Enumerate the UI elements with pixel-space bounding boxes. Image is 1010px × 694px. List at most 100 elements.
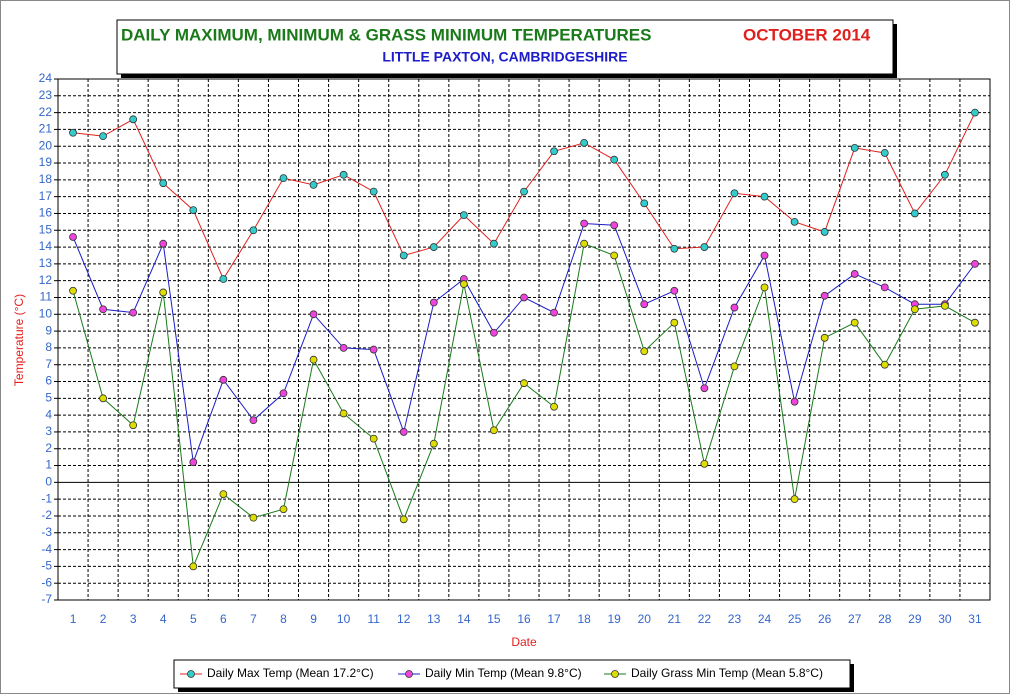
data-point xyxy=(520,187,528,196)
y-tick-label: 23 xyxy=(39,88,53,102)
data-point xyxy=(760,283,769,292)
x-tick-label: 26 xyxy=(818,612,832,626)
y-tick-label: -5 xyxy=(41,559,52,573)
data-point xyxy=(730,362,739,371)
data-point xyxy=(580,239,589,248)
x-tick-label: 5 xyxy=(190,612,197,626)
data-point xyxy=(369,187,378,196)
data-point xyxy=(159,239,168,248)
y-tick-label: 4 xyxy=(45,407,52,421)
legend-marker xyxy=(187,670,195,678)
data-point xyxy=(640,347,649,356)
chart-subtitle: LITTLE PAXTON, CAMBRIDGESHIRE xyxy=(382,49,627,65)
data-point xyxy=(820,333,829,342)
x-tick-label: 2 xyxy=(100,612,107,626)
x-tick-label: 20 xyxy=(638,612,652,626)
x-tick-label: 10 xyxy=(337,612,351,626)
data-point xyxy=(129,115,138,124)
x-tick-label: 25 xyxy=(788,612,802,626)
data-point xyxy=(820,228,829,236)
y-tick-label: -3 xyxy=(41,525,52,539)
legend-box xyxy=(173,659,851,689)
y-tick-label: 19 xyxy=(39,155,53,169)
data-point xyxy=(369,434,378,443)
y-tick-label: 8 xyxy=(45,340,52,354)
data-point xyxy=(279,174,288,183)
data-point xyxy=(700,459,709,468)
y-tick-label: -7 xyxy=(41,592,52,606)
y-tick-label: 3 xyxy=(45,424,52,438)
x-tick-label: 22 xyxy=(698,612,712,626)
data-point xyxy=(219,490,228,499)
data-point xyxy=(249,416,258,425)
data-point xyxy=(279,505,288,514)
data-point xyxy=(129,308,138,317)
data-point xyxy=(670,318,679,327)
x-tick-label: 3 xyxy=(130,612,137,626)
x-tick-label: 13 xyxy=(427,612,441,626)
data-point xyxy=(610,221,619,230)
x-tick-label: 27 xyxy=(848,612,862,626)
data-point xyxy=(399,251,408,260)
data-point xyxy=(459,211,468,220)
data-point xyxy=(490,328,498,337)
x-tick-label: 21 xyxy=(668,612,682,626)
y-tick-label: 22 xyxy=(39,105,53,119)
x-tick-label: 23 xyxy=(728,612,742,626)
x-tick-label: 14 xyxy=(457,612,471,626)
data-point xyxy=(189,458,198,467)
data-point xyxy=(670,244,679,253)
data-point xyxy=(99,132,107,141)
y-tick-label: 15 xyxy=(39,222,53,236)
y-tick-label: 0 xyxy=(45,475,52,489)
y-tick-label: 1 xyxy=(45,458,52,472)
x-tick-label: 31 xyxy=(968,612,982,626)
x-tick-label: 7 xyxy=(250,612,257,626)
data-point xyxy=(159,288,168,297)
data-point xyxy=(880,149,889,157)
data-point xyxy=(249,513,258,522)
y-tick-label: 2 xyxy=(45,441,52,455)
data-point xyxy=(820,291,829,300)
data-point xyxy=(640,199,649,208)
data-point xyxy=(971,318,979,327)
data-point xyxy=(610,251,619,260)
x-tick-label: 6 xyxy=(220,612,227,626)
data-point xyxy=(219,275,228,283)
data-point xyxy=(850,270,859,278)
data-point xyxy=(69,286,77,295)
data-point xyxy=(69,128,77,137)
x-tick-label: 17 xyxy=(547,612,561,626)
y-tick-label: 11 xyxy=(40,290,53,304)
data-point xyxy=(550,402,558,411)
title-box xyxy=(116,19,894,75)
y-tick-label: 17 xyxy=(39,189,53,203)
data-point xyxy=(910,209,919,218)
x-tick-label: 15 xyxy=(487,612,501,626)
y-tick-label: -2 xyxy=(41,508,52,522)
data-point xyxy=(941,170,949,179)
data-point xyxy=(610,155,619,164)
data-point xyxy=(429,243,438,251)
data-point xyxy=(670,286,679,295)
data-point xyxy=(550,147,558,156)
data-point xyxy=(880,360,889,369)
x-tick-label: 4 xyxy=(160,612,167,626)
y-tick-label: 24 xyxy=(39,71,53,85)
data-point xyxy=(640,300,649,309)
data-point xyxy=(309,355,318,364)
y-tick-label: 7 xyxy=(45,357,52,371)
data-point xyxy=(790,217,799,226)
data-point xyxy=(760,251,769,260)
data-point xyxy=(850,318,859,327)
data-point xyxy=(399,428,408,436)
y-tick-label: 12 xyxy=(39,273,53,287)
data-point xyxy=(189,206,198,214)
data-point xyxy=(550,308,558,317)
data-point xyxy=(941,301,949,310)
y-tick-label: 5 xyxy=(45,390,52,404)
data-point xyxy=(309,310,318,319)
data-point xyxy=(99,394,107,403)
